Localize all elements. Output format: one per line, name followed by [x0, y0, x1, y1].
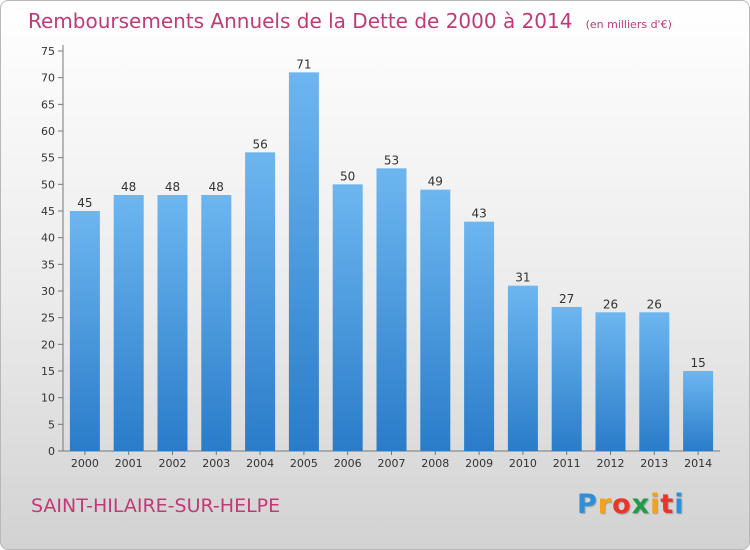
x-tick-label: 2014: [684, 457, 712, 470]
logo-letter: o: [612, 489, 632, 520]
data-label: 26: [603, 297, 618, 311]
bar: [113, 195, 144, 451]
x-tick-label: 2002: [159, 457, 187, 470]
y-tick-label: 45: [41, 205, 55, 218]
chart-subtitle: (en milliers d'€): [585, 18, 672, 31]
data-label: 50: [340, 169, 355, 183]
bar: [332, 184, 363, 452]
x-tick-label: 2004: [246, 457, 274, 470]
x-tick-label: 2003: [202, 457, 230, 470]
bar: [288, 72, 319, 451]
logo-letter: P: [577, 489, 598, 520]
data-label: 53: [384, 153, 399, 167]
data-label: 48: [209, 180, 224, 194]
y-tick-label: 0: [48, 445, 55, 458]
y-tick-label: 25: [41, 312, 55, 325]
x-tick-label: 2013: [640, 457, 668, 470]
data-label: 26: [647, 297, 662, 311]
bar: [551, 307, 582, 451]
data-label: 48: [121, 180, 136, 194]
data-label: 15: [690, 356, 705, 370]
bar: [420, 189, 451, 451]
bar: [464, 221, 495, 451]
y-tick-label: 10: [41, 392, 55, 405]
logo-letter: i: [650, 489, 661, 520]
logo-letter: r: [597, 489, 613, 520]
y-tick-label: 5: [48, 418, 55, 431]
x-tick-label: 2010: [509, 457, 537, 470]
x-tick-label: 2008: [421, 457, 449, 470]
y-tick-label: 70: [41, 72, 55, 85]
y-tick-label: 60: [41, 125, 55, 138]
data-label: 56: [252, 137, 267, 151]
x-tick-label: 2009: [465, 457, 493, 470]
data-label: 48: [165, 180, 180, 194]
y-tick-label: 35: [41, 258, 55, 271]
data-label: 27: [559, 292, 574, 306]
y-tick-label: 55: [41, 152, 55, 165]
data-label: 49: [428, 175, 443, 189]
x-tick-label: 2011: [553, 457, 581, 470]
chart-title: Remboursements Annuels de la Dette de 20…: [28, 9, 573, 33]
bar: [639, 312, 670, 451]
data-label: 43: [471, 207, 486, 221]
logo-letter: t: [660, 489, 675, 520]
x-tick-label: 2007: [378, 457, 406, 470]
logo-letter: i: [674, 489, 685, 520]
x-tick-label: 2001: [115, 457, 143, 470]
title-row: Remboursements Annuels de la Dette de 20…: [28, 9, 672, 33]
y-tick-label: 15: [41, 365, 55, 378]
bar: [201, 195, 232, 451]
x-tick-label: 2005: [290, 457, 318, 470]
data-label: 31: [515, 271, 530, 285]
x-tick-label: 2000: [71, 457, 99, 470]
y-tick-label: 75: [41, 45, 55, 58]
y-tick-label: 40: [41, 232, 55, 245]
bar: [157, 195, 188, 451]
y-tick-label: 20: [41, 338, 55, 351]
commune-name: SAINT-HILAIRE-SUR-HELPE: [31, 495, 281, 517]
bar: [69, 211, 100, 451]
data-label: 45: [77, 196, 92, 210]
proxiti-logo: Proxiti: [577, 489, 685, 520]
y-tick-label: 50: [41, 178, 55, 191]
bar: [683, 371, 714, 451]
bar: [507, 285, 538, 451]
x-tick-label: 2006: [334, 457, 362, 470]
y-tick-label: 30: [41, 285, 55, 298]
bar: [245, 152, 276, 452]
bar: [376, 168, 407, 452]
data-label: 71: [296, 57, 311, 71]
bar: [595, 312, 626, 451]
x-tick-label: 2012: [597, 457, 625, 470]
y-tick-label: 65: [41, 98, 55, 111]
logo-letter: x: [631, 489, 651, 520]
